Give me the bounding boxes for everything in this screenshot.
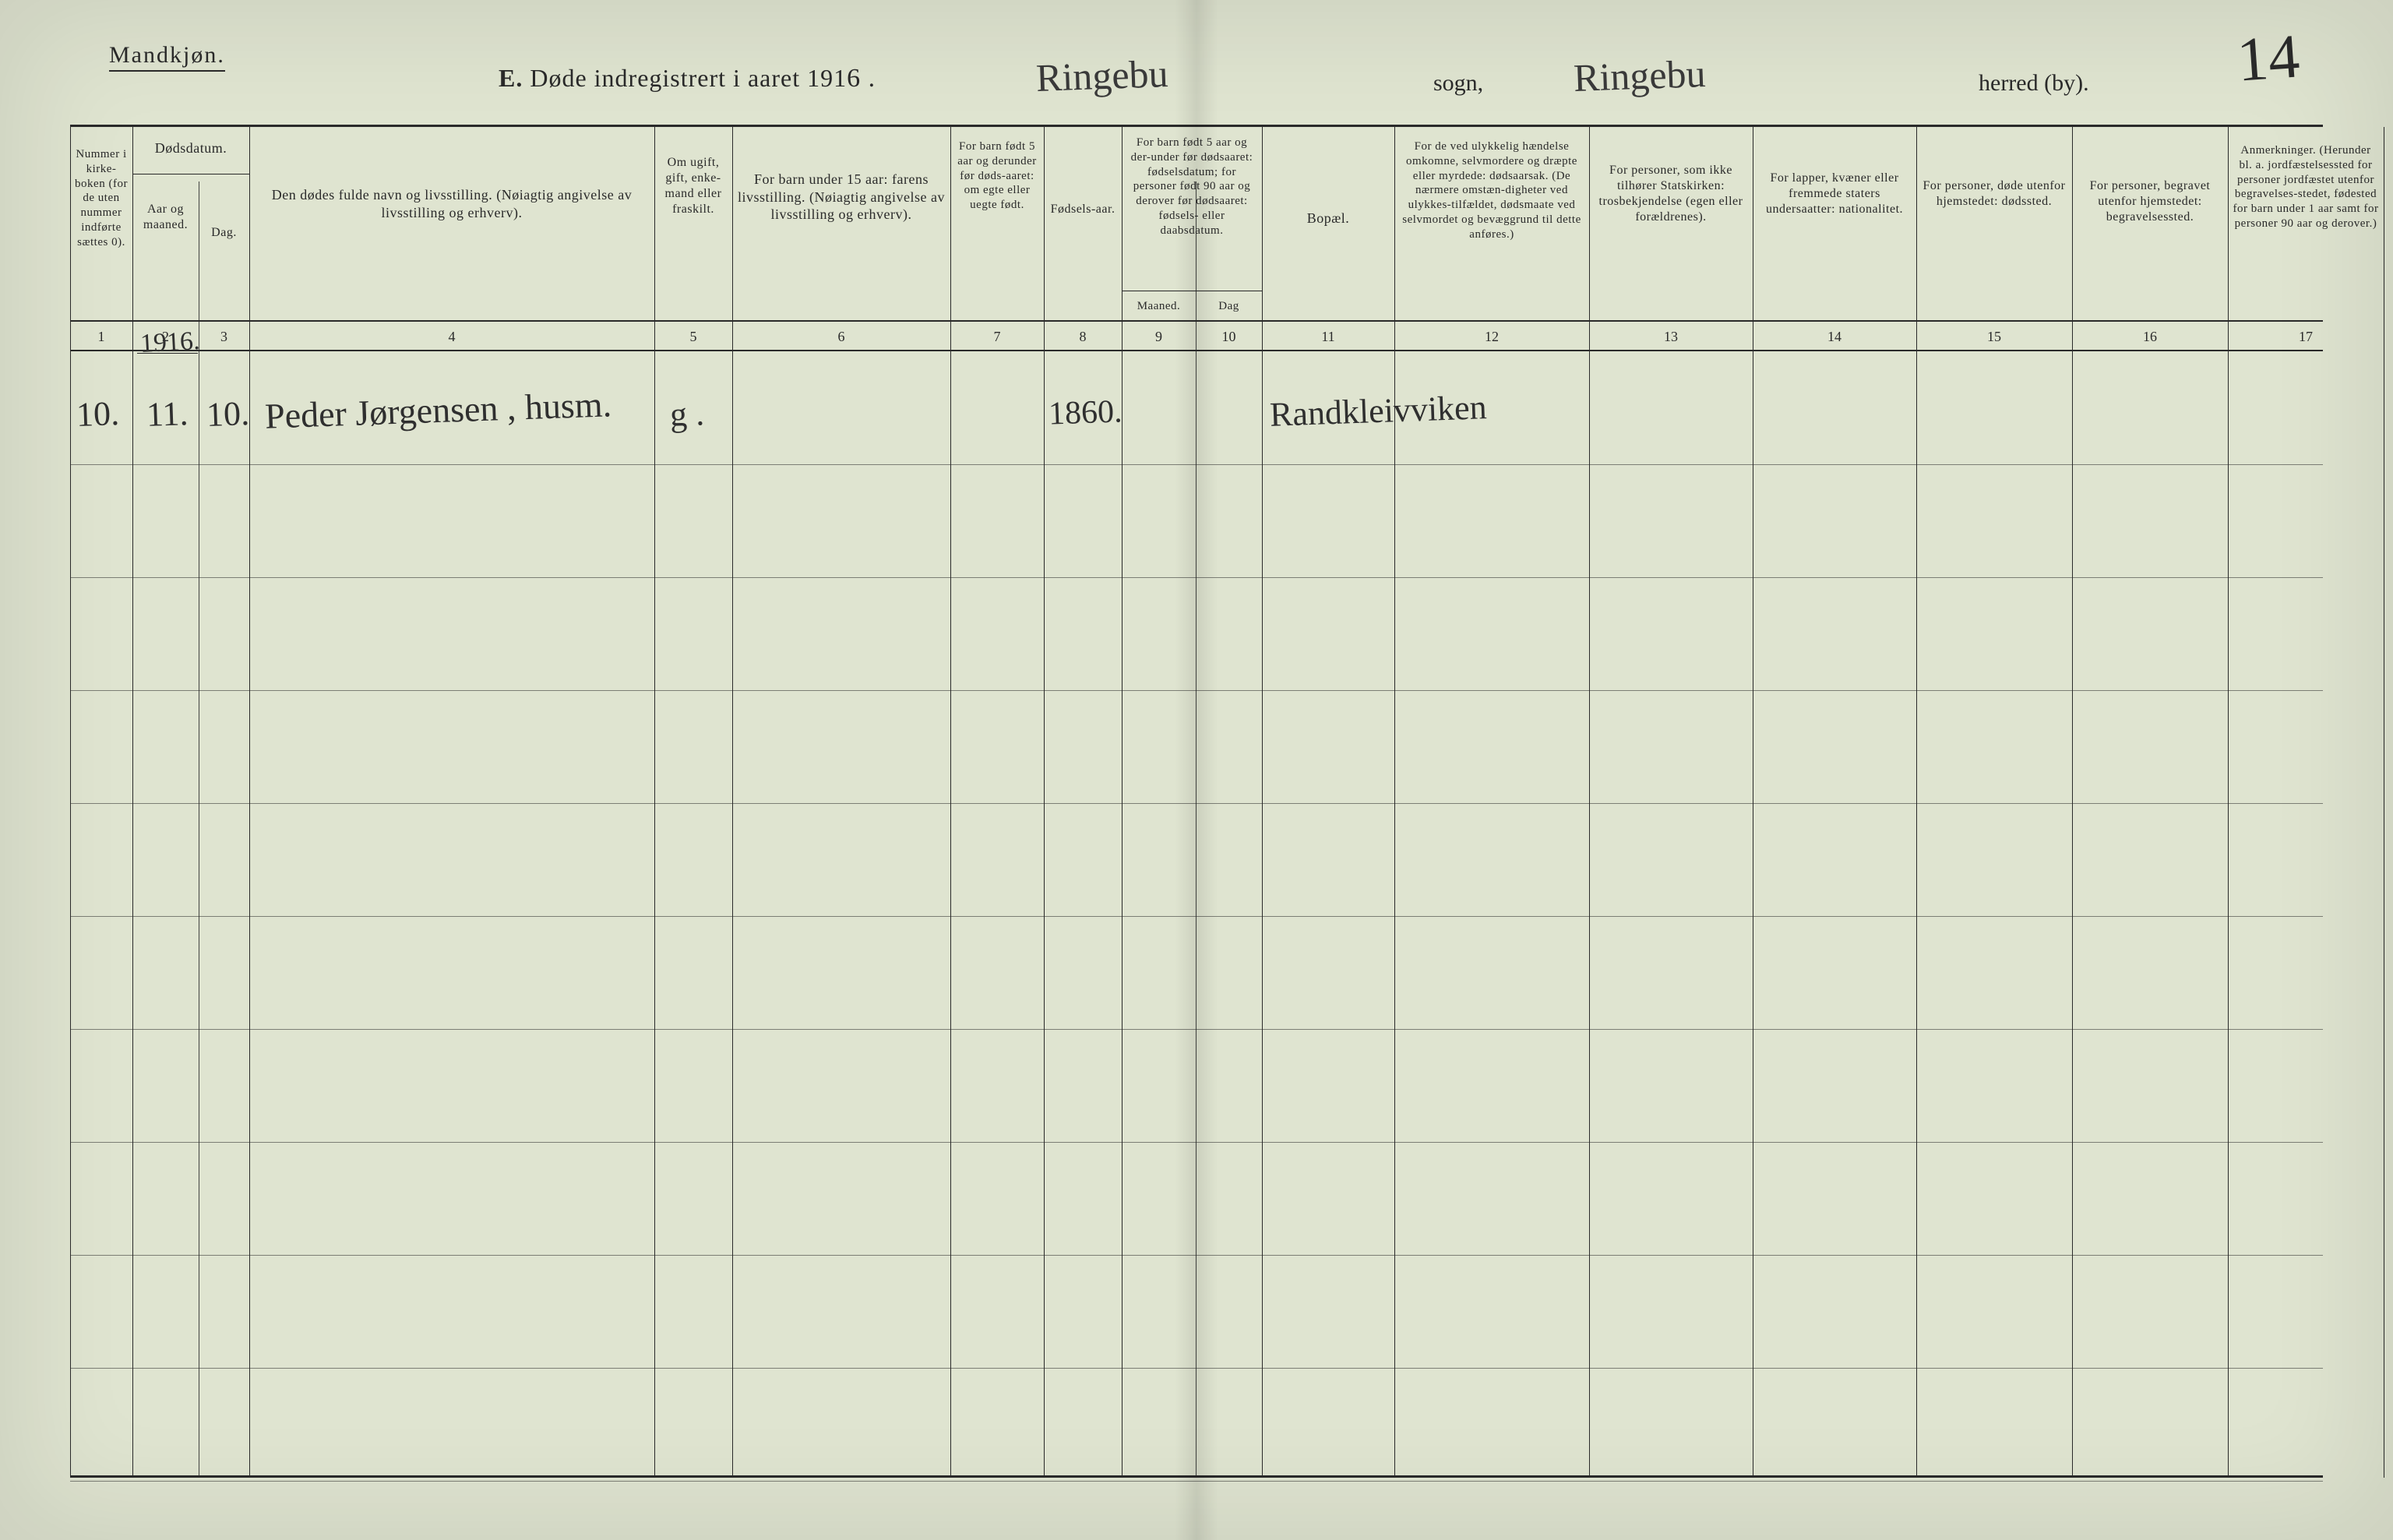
table-header-band: Nummer i kirke-boken (for de uten nummer… bbox=[70, 127, 2323, 322]
column-rule bbox=[1394, 127, 1395, 1478]
column-number: 9 bbox=[1122, 322, 1196, 351]
column-number: 4 bbox=[249, 322, 654, 351]
table-rows: 1916.10.11.10.Peder Jørgensen , husm.g .… bbox=[70, 351, 2323, 1478]
handwritten-entry: 1916. bbox=[139, 326, 200, 359]
sogn-label: sogn, bbox=[1433, 70, 1483, 97]
column-number: 16 bbox=[2072, 322, 2228, 351]
column-number: 8 bbox=[1044, 322, 1122, 351]
column-number: 11 bbox=[1262, 322, 1394, 351]
column-number: 15 bbox=[1916, 322, 2072, 351]
column-rule bbox=[654, 127, 655, 1478]
column-header: For barn under 15 aar: farens livsstilli… bbox=[732, 166, 950, 291]
column-header: Om ugift, gift, enke-mand eller fraskilt… bbox=[654, 150, 732, 306]
row-rule bbox=[70, 464, 2323, 465]
handwritten-sogn: Ringebu bbox=[1035, 51, 1168, 100]
row-rule bbox=[70, 916, 2323, 917]
row-rule bbox=[70, 1255, 2323, 1256]
column-number: 14 bbox=[1753, 322, 1916, 351]
row-rule bbox=[70, 803, 2323, 804]
column-header: For personer, som ikke tilhører Statskir… bbox=[1589, 158, 1753, 298]
column-header: For personer, døde utenfor hjemstedet: d… bbox=[1916, 174, 2072, 283]
column-rule bbox=[1589, 127, 1590, 1478]
title-line: E. Døde indregistrert i aaret 1916 . bbox=[499, 64, 876, 93]
column-header: Anmerkninger. (Herunder bl. a. jordfæste… bbox=[2228, 139, 2384, 314]
herred-label: herred (by). bbox=[1979, 70, 2089, 97]
column-number: 10 bbox=[1196, 322, 1262, 351]
ledger-table: Nummer i kirke-boken (for de uten nummer… bbox=[70, 125, 2323, 1478]
handwritten-herred: Ringebu bbox=[1573, 51, 1706, 100]
title-year-suffix: 6 . bbox=[847, 64, 876, 93]
column-header: For barn født 5 aar og derunder før døds… bbox=[950, 135, 1044, 314]
column-number: 7 bbox=[950, 322, 1044, 351]
handwritten-entry: 10. bbox=[206, 393, 250, 435]
row-rule bbox=[70, 577, 2323, 578]
row-rule bbox=[70, 1029, 2323, 1030]
column-rule bbox=[1916, 127, 1917, 1478]
column-header: Dag. bbox=[199, 220, 249, 283]
handwritten-entry: Peder Jørgensen , husm. bbox=[264, 383, 612, 436]
column-header: Dag bbox=[1196, 294, 1262, 318]
table-column-numbers: 1234567891011121314151617 bbox=[70, 322, 2323, 351]
handwritten-entry: 10. bbox=[76, 393, 120, 435]
bottom-rule bbox=[70, 1475, 2323, 1478]
column-rule bbox=[1044, 127, 1045, 1478]
column-rule bbox=[950, 127, 951, 1478]
column-number: 3 bbox=[199, 322, 249, 351]
column-header: For personer, begravet utenfor hjemstede… bbox=[2072, 174, 2228, 283]
handwritten-entry: 11. bbox=[146, 393, 189, 435]
column-rule bbox=[1262, 127, 1263, 1478]
gender-heading: Mandkjøn. bbox=[109, 42, 225, 72]
page-number-hand: 14 bbox=[2235, 21, 2302, 96]
column-header: Den dødes fulde navn og livsstilling. (N… bbox=[249, 181, 654, 275]
column-number: 12 bbox=[1394, 322, 1589, 351]
column-header: Bopæl. bbox=[1262, 205, 1394, 236]
handwritten-entry: 1860. bbox=[1048, 393, 1122, 432]
title-prefix: E. bbox=[499, 64, 523, 92]
handwritten-entry: Randkleivviken bbox=[1269, 387, 1487, 435]
row-rule bbox=[70, 690, 2323, 691]
column-number: 1 bbox=[70, 322, 132, 351]
handwritten-underline bbox=[137, 353, 198, 354]
column-header: For lapper, kvæner eller fremmede stater… bbox=[1753, 166, 1916, 291]
column-rule bbox=[132, 127, 133, 1478]
column-header: Aar og maaned. bbox=[132, 197, 199, 314]
handwritten-entry: g . bbox=[669, 393, 705, 435]
column-header: For barn født 5 aar og der-under før død… bbox=[1122, 131, 1262, 287]
column-number: 13 bbox=[1589, 322, 1753, 351]
column-header: Dødsdatum. bbox=[132, 135, 249, 174]
column-rule bbox=[70, 127, 71, 1478]
row-rule bbox=[70, 1368, 2323, 1369]
column-rule bbox=[2228, 127, 2229, 1478]
column-header: Fødsels-aar. bbox=[1044, 197, 1122, 244]
column-number: 6 bbox=[732, 322, 950, 351]
column-rule bbox=[2072, 127, 2073, 1478]
column-rule bbox=[732, 127, 733, 1478]
column-header: For de ved ulykkelig hændelse omkomne, s… bbox=[1394, 135, 1589, 314]
row-rule bbox=[70, 1481, 2323, 1482]
page-root: Mandkjøn. E. Døde indregistrert i aaret … bbox=[0, 0, 2393, 1540]
page-header: Mandkjøn. E. Døde indregistrert i aaret … bbox=[78, 31, 2315, 109]
title-main: Døde indregistrert i aaret 191 bbox=[530, 64, 847, 92]
row-rule bbox=[70, 1142, 2323, 1143]
column-rule bbox=[249, 127, 250, 1478]
column-header: Maaned. bbox=[1122, 294, 1196, 318]
column-number: 5 bbox=[654, 322, 732, 351]
column-number: 17 bbox=[2228, 322, 2384, 351]
column-header: Nummer i kirke-boken (for de uten nummer… bbox=[70, 143, 132, 314]
